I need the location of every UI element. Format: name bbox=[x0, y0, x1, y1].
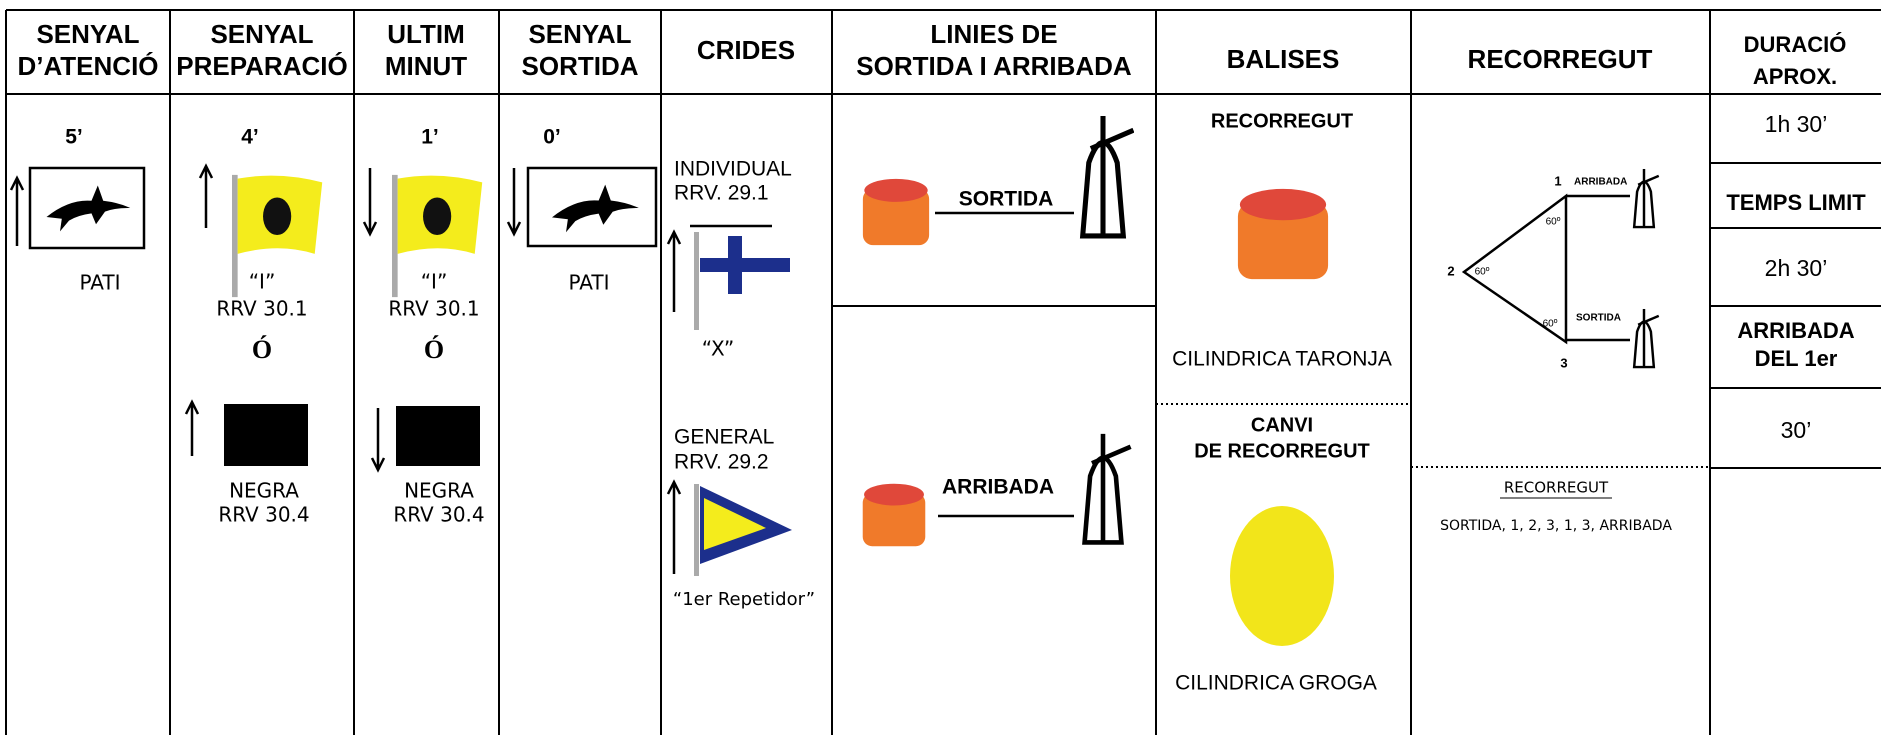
label: RECORREGUT bbox=[1504, 479, 1609, 497]
label: NEGRA bbox=[229, 479, 299, 503]
duration: 2h 30’ bbox=[1765, 255, 1828, 281]
dolphin bbox=[46, 185, 131, 232]
label: “I” bbox=[421, 270, 448, 294]
images bbox=[46, 116, 1660, 646]
label: DEL 1er bbox=[1755, 346, 1838, 371]
label: SORTIDA, 1, 2, 3, 1, 3, ARRIBADA bbox=[1440, 518, 1672, 534]
header: D’ATENCIÓ bbox=[17, 51, 158, 81]
label: 60º bbox=[1546, 217, 1561, 228]
header: BALISES bbox=[1227, 44, 1340, 74]
label: 60º bbox=[1543, 319, 1558, 330]
flag-x bbox=[694, 232, 790, 330]
time: 4’ bbox=[241, 126, 259, 149]
header: SORTIDA I ARRIBADA bbox=[856, 51, 1132, 81]
header: DURACIÓ bbox=[1744, 32, 1847, 57]
header: APROX. bbox=[1753, 64, 1837, 89]
grid bbox=[5, 9, 1881, 735]
label: 2 bbox=[1447, 263, 1454, 278]
header: SENYAL bbox=[36, 19, 139, 49]
label: CILINDRICA TARONJA bbox=[1172, 348, 1392, 371]
header: SENYAL bbox=[210, 19, 313, 49]
boat bbox=[1085, 434, 1131, 543]
label: 1 bbox=[1554, 173, 1561, 188]
label: RRV. 29.2 bbox=[674, 451, 769, 474]
label: RECORREGUT bbox=[1211, 110, 1353, 132]
label: “X” bbox=[702, 337, 734, 361]
header: SENYAL bbox=[528, 19, 631, 49]
header: SORTIDA bbox=[522, 51, 639, 81]
label: TEMPS LIMIT bbox=[1726, 190, 1866, 215]
time: 0’ bbox=[543, 126, 561, 149]
label: RRV 30.1 bbox=[216, 297, 307, 321]
label: ARRIBADA bbox=[1737, 318, 1854, 343]
yellow-buoy bbox=[1230, 506, 1334, 646]
boat bbox=[1632, 308, 1660, 369]
buoy bbox=[862, 483, 926, 547]
label: “1er Repetidor” bbox=[673, 589, 815, 610]
label: INDIVIDUAL bbox=[674, 158, 792, 181]
time: 5’ bbox=[65, 126, 83, 149]
label: Ó bbox=[424, 335, 444, 364]
label: RRV 30.1 bbox=[388, 297, 479, 321]
dolphin bbox=[552, 184, 639, 233]
label: 60º bbox=[1475, 267, 1490, 278]
label: SORTIDA bbox=[1576, 313, 1621, 324]
label: DE RECORREGUT bbox=[1194, 440, 1370, 462]
duration: 30’ bbox=[1781, 417, 1812, 443]
label: Ó bbox=[252, 335, 272, 364]
black-flag bbox=[224, 404, 308, 466]
label: ARRIBADA bbox=[1574, 177, 1627, 188]
icons bbox=[9, 163, 1630, 574]
label: GENERAL bbox=[674, 426, 774, 449]
label: PATI bbox=[79, 271, 120, 295]
black-flag bbox=[396, 406, 480, 466]
pennant bbox=[694, 484, 792, 576]
header: PREPARACIÓ bbox=[176, 51, 347, 81]
label: CANVI bbox=[1251, 414, 1313, 436]
header: CRIDES bbox=[697, 35, 795, 65]
duration: 1h 30’ bbox=[1765, 111, 1828, 137]
boat bbox=[1632, 168, 1660, 229]
label: SORTIDA bbox=[959, 188, 1054, 211]
label: RRV 30.4 bbox=[218, 503, 309, 527]
boat bbox=[1083, 116, 1134, 236]
time: 1’ bbox=[421, 126, 439, 149]
buoy bbox=[1237, 188, 1329, 280]
label: “I” bbox=[249, 270, 276, 294]
label: CILINDRICA GROGA bbox=[1175, 672, 1377, 695]
label: RRV. 29.1 bbox=[674, 182, 769, 205]
header: ULTIM bbox=[387, 19, 465, 49]
flag-i bbox=[232, 174, 323, 298]
label: RRV 30.4 bbox=[393, 503, 484, 527]
label: NEGRA bbox=[404, 479, 474, 503]
label: ARRIBADA bbox=[942, 476, 1054, 499]
body-text: 5’ PATI 4’ “I” RRV 30.1 Ó NEGRA RRV 30.4… bbox=[65, 110, 1866, 694]
header: RECORREGUT bbox=[1468, 44, 1653, 74]
buoy bbox=[862, 178, 930, 246]
header: LINIES DE bbox=[930, 19, 1057, 49]
header: MINUT bbox=[385, 51, 467, 81]
label: PATI bbox=[568, 271, 609, 295]
label: 3 bbox=[1560, 355, 1567, 370]
